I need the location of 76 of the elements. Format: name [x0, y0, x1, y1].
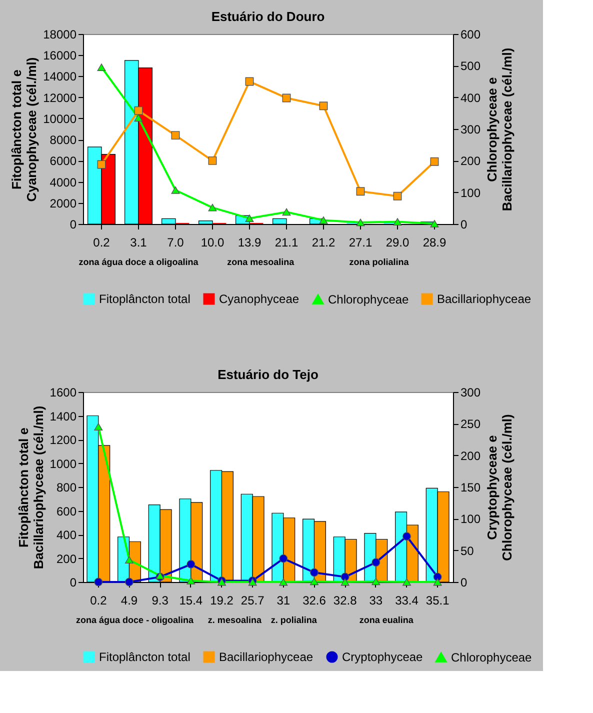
- chart-title: Estuário do Douro: [211, 9, 325, 24]
- y-tick-label: 600: [56, 504, 77, 518]
- text: zona eualina: [359, 615, 414, 625]
- y-tick-label: 4000: [50, 175, 77, 190]
- x-tick-label: 21.1: [274, 236, 298, 250]
- y2-tick-label: 300: [460, 122, 481, 136]
- chart-title: Estuário do Tejo: [218, 367, 318, 382]
- y2-tick-label: 250: [460, 417, 481, 432]
- x-tick-label: 19.2: [210, 594, 234, 608]
- y-tick-label: 400: [56, 528, 77, 542]
- y2-axis-title: Cryptophyceae e Chlorophyceae (cél./ml): [484, 414, 515, 561]
- x-tick-label: 29.0: [386, 236, 410, 250]
- x-tick-label: 35.1: [426, 594, 450, 608]
- legend-label: Fitoplâncton total: [99, 650, 190, 664]
- x-tick-label: 3.1: [130, 236, 148, 250]
- y-tick-label: 800: [56, 480, 77, 494]
- x-tick-label: 27.1: [348, 236, 372, 250]
- text: zona polialina: [349, 257, 410, 267]
- x-tick-label: 28.9: [422, 236, 446, 250]
- x-tick-label: 15.4: [179, 594, 203, 608]
- text: zona água doce - oligoalina: [76, 615, 195, 625]
- legend-label: Chlorophyceae: [451, 650, 532, 664]
- y2-tick-label: 400: [460, 90, 481, 105]
- x-tick-label: 21.2: [312, 236, 336, 250]
- x-tick-label: 10.0: [200, 236, 224, 250]
- y-tick-label: 2000: [50, 196, 77, 210]
- y-tick-label: 8000: [50, 133, 77, 148]
- text: zona mesoalina: [227, 257, 296, 267]
- y-tick-label: 1600: [50, 386, 77, 400]
- x-tick-label: 32.6: [302, 594, 326, 608]
- y-tick-label: 0: [70, 576, 77, 590]
- x-tick-label: 0.2: [90, 594, 108, 608]
- legend-label: Bacillariophyceae: [219, 650, 314, 664]
- y2-tick-label: 500: [460, 59, 481, 74]
- legend-label: Cryptophyceae: [342, 650, 424, 664]
- y2-tick-label: 100: [460, 512, 481, 526]
- y2-tick-label: 200: [460, 154, 481, 168]
- y2-tick-label: 300: [460, 386, 481, 400]
- x-tick-label: 0.2: [93, 236, 110, 250]
- y2-tick-label: 0: [460, 218, 468, 232]
- y-tick-label: 14000: [43, 70, 77, 84]
- x-tick-label: 31: [276, 594, 290, 608]
- x-tick-label: 32.8: [333, 594, 358, 608]
- y2-tick-label: 100: [460, 186, 481, 200]
- legend-label: Fitoplâncton total: [99, 292, 190, 306]
- y-tick-label: 1200: [50, 433, 77, 447]
- text: z. polialina: [270, 615, 318, 625]
- x-tick-label: 9.3: [152, 594, 169, 608]
- y-tick-label: 16000: [43, 48, 77, 63]
- y-tick-label: 6000: [50, 154, 77, 168]
- y2-tick-label: 600: [460, 28, 481, 42]
- y-tick-label: 200: [56, 552, 77, 566]
- x-tick-label: 4.9: [120, 594, 138, 608]
- x-tick-label: 7.0: [167, 236, 184, 250]
- y-tick-label: 12000: [43, 90, 77, 105]
- y-tick-label: 1400: [50, 409, 77, 424]
- x-tick-label: 25.7: [240, 594, 265, 608]
- y2-tick-label: 150: [460, 480, 481, 494]
- legend-label: Cyanophyceae: [219, 292, 300, 306]
- y-axis-title: Fitoplâncton total e Bacillariophyceae (cél./ml): [16, 406, 46, 570]
- text: zona água doce a oligoalina: [78, 257, 200, 267]
- y2-tick-label: 200: [460, 448, 481, 463]
- y-tick-label: 18000: [43, 28, 77, 42]
- x-tick-label: 33.4: [395, 594, 419, 608]
- text: z. mesoalina: [208, 615, 262, 625]
- y2-axis-title: Chlorophyceae e Bacillariophyceae (cél./ml): [484, 48, 515, 212]
- x-tick-label: 33: [369, 594, 383, 608]
- y-tick-label: 0: [70, 218, 77, 232]
- y-axis-title: Fitoplâncton total e Cyanophyceae (cél./ml): [9, 57, 40, 202]
- y-tick-label: 1000: [50, 456, 77, 471]
- y-tick-label: 10000: [43, 112, 77, 126]
- legend-label: Chlorophyceae: [328, 292, 410, 306]
- x-tick-label: 13.9: [238, 236, 262, 250]
- y2-tick-label: 50: [460, 544, 474, 558]
- y2-tick-label: 0: [460, 576, 468, 590]
- legend-label: Bacillariophyceae: [437, 292, 532, 306]
